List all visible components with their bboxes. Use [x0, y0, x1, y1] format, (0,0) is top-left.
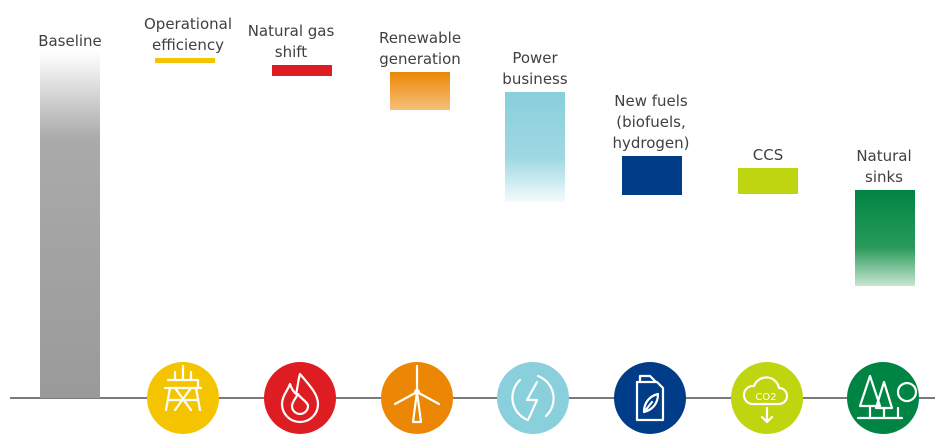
icon — [847, 362, 919, 434]
bar — [155, 58, 215, 63]
label: Baseline — [38, 32, 102, 50]
bar — [505, 92, 565, 202]
lever-label: business — [502, 70, 568, 88]
lever-label: Renewable — [379, 29, 461, 47]
bar — [738, 168, 798, 194]
lever-label: efficiency — [152, 36, 224, 54]
bar — [390, 72, 450, 110]
lever-label: Power — [512, 49, 558, 67]
bar — [622, 156, 682, 195]
icon — [264, 362, 336, 434]
icon — [381, 362, 453, 434]
lever-label: Operational — [144, 15, 232, 33]
icon: CO2 — [731, 362, 803, 434]
lever-label: Natural — [856, 147, 911, 165]
lever-label: generation — [379, 50, 461, 68]
labels: Operational efficiency Natural gas shift Ren… — [144, 15, 912, 186]
lever-label: sinks — [865, 168, 903, 186]
baseline-bar — [40, 52, 100, 398]
lever-label: Natural gas — [248, 22, 335, 40]
bar — [855, 190, 915, 286]
lever-label: hydrogen) — [612, 134, 689, 152]
icon — [614, 362, 686, 434]
icon-text: CO2 — [755, 392, 776, 403]
lever-label: (biofuels, — [616, 113, 686, 131]
lever-label: shift — [275, 43, 308, 61]
bar — [272, 65, 332, 76]
icon — [497, 362, 569, 434]
lever-label: New fuels — [614, 92, 688, 110]
icon — [147, 362, 219, 434]
lever-label: CCS — [753, 146, 783, 164]
